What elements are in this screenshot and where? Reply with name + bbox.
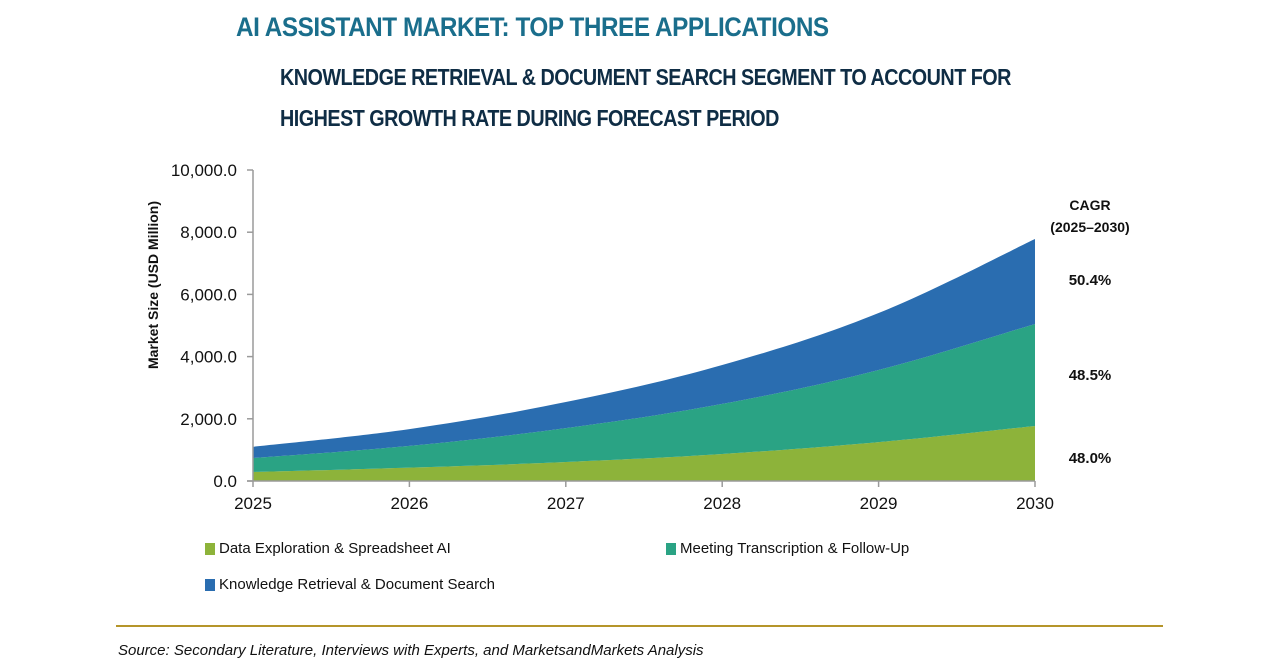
chart-subtitle-line-2: HIGHEST GROWTH RATE DURING FORECAST PERI… [280, 105, 779, 131]
legend-swatch-knowledge-retrieval [205, 578, 215, 591]
source-note: Source: Secondary Literature, Interviews… [118, 642, 704, 659]
legend-label: Meeting Transcription & Follow-Up [680, 540, 910, 557]
legend-item-data-exploration: Data Exploration & Spreadsheet AI [205, 540, 451, 557]
cagr-values: 48.0% 48.5% 50.4% [1069, 272, 1112, 467]
source-label: Source: [118, 642, 170, 659]
x-tick-label: 2030 [1016, 494, 1054, 513]
cagr-value: 50.4% [1069, 272, 1112, 289]
legend-item-knowledge-retrieval: Knowledge Retrieval & Document Search [205, 576, 495, 593]
area-series-group [253, 239, 1035, 481]
area-knowledge-retrieval [253, 239, 1035, 458]
cagr-header-line-2: (2025–2030) [1050, 219, 1129, 235]
cagr-header-line-1: CAGR [1069, 197, 1110, 213]
y-tick-label: 10,000.0 [171, 161, 237, 180]
y-axis-ticks: 0.0 2,000.0 4,000.0 6,000.0 8,000.0 10,000.0 [171, 161, 253, 491]
area-chart: 0.02,000.04,000.06,000.08,000.010,000.0 … [145, 161, 1130, 513]
cagr-value: 48.5% [1069, 367, 1112, 384]
x-tick-label: 2027 [547, 494, 585, 513]
x-axis-ticks: 2025 2026 2027 2028 2029 2030 [234, 481, 1054, 513]
legend-label: Data Exploration & Spreadsheet AI [219, 540, 451, 557]
legend-swatch-meeting-transcription [666, 542, 676, 555]
source-text: Secondary Literature, Interviews with Ex… [173, 642, 704, 659]
y-tick-label: 8,000.0 [180, 223, 237, 242]
legend-swatch-data-exploration [205, 542, 215, 555]
cagr-value: 48.0% [1069, 450, 1112, 467]
y-tick-label: 6,000.0 [180, 285, 237, 304]
footer-divider [116, 625, 1163, 627]
y-tick-label: 4,000.0 [180, 348, 237, 367]
legend-item-meeting-transcription: Meeting Transcription & Follow-Up [666, 540, 909, 557]
chart-title: AI ASSISTANT MARKET: TOP THREE APPLICATI… [236, 12, 829, 42]
x-tick-label: 2026 [390, 494, 428, 513]
chart-subtitle-line-1: KNOWLEDGE RETRIEVAL & DOCUMENT SEARCH SE… [280, 64, 1011, 90]
y-tick-label: 0.0 [213, 472, 237, 491]
y-axis-label: Market Size (USD Million) [145, 201, 161, 369]
legend-label: Knowledge Retrieval & Document Search [219, 576, 495, 593]
area-data-exploration [253, 425, 1035, 481]
x-tick-label: 2028 [703, 494, 741, 513]
x-tick-label: 2025 [234, 494, 272, 513]
area-meeting-transcription [253, 323, 1035, 472]
x-tick-label: 2029 [860, 494, 898, 513]
y-tick-label: 2,000.0 [180, 410, 237, 429]
